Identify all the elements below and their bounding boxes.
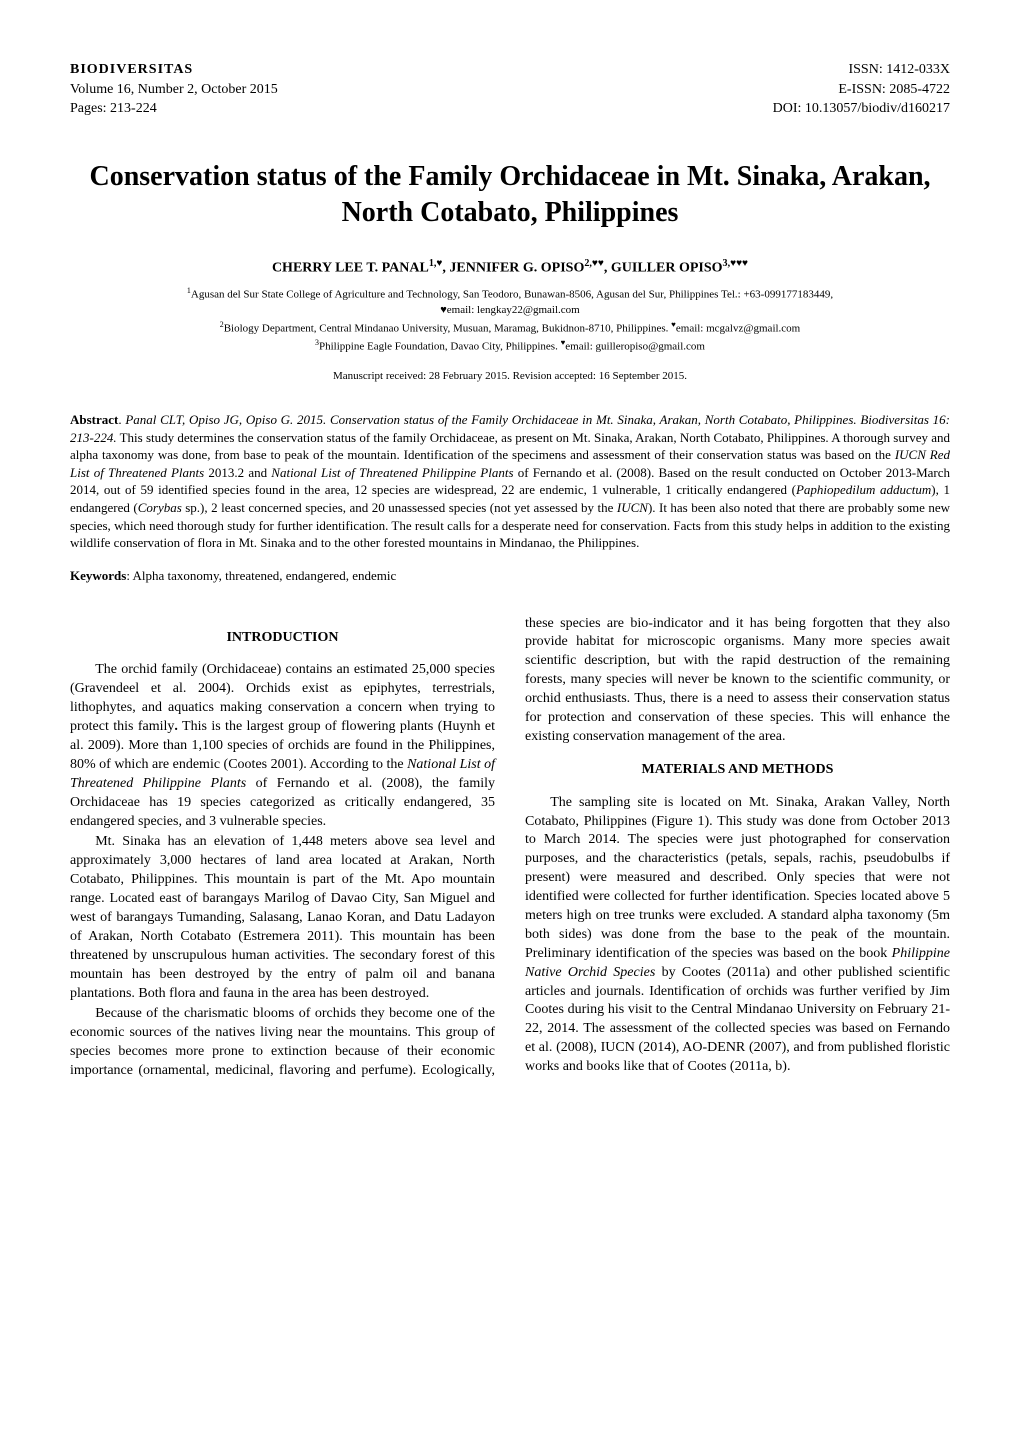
abstract-block: Abstract. Panal CLT, Opiso JG, Opiso G. … xyxy=(70,411,950,551)
affiliations-block: 1Agusan del Sur State College of Agricul… xyxy=(70,285,950,355)
affiliation-2: 2Biology Department, Central Mindanao Un… xyxy=(70,319,950,337)
pages-line: Pages: 213-224 xyxy=(70,99,278,119)
authors-line: CHERRY LEE T. PANAL1,♥, JENNIFER G. OPIS… xyxy=(70,257,950,278)
body-columns: INTRODUCTION The orchid family (Orchidac… xyxy=(70,615,950,1081)
keywords-text: : Alpha taxonomy, threatened, endangered… xyxy=(126,568,396,583)
header-right: ISSN: 1412-033X E-ISSN: 2085-4722 DOI: 1… xyxy=(773,60,950,119)
affiliation-1: 1Agusan del Sur State College of Agricul… xyxy=(70,285,950,303)
paper-title: Conservation status of the Family Orchid… xyxy=(70,159,950,232)
manuscript-info: Manuscript received: 28 February 2015. R… xyxy=(70,369,950,383)
keywords-label: Keywords xyxy=(70,568,126,583)
affiliation-3: 3Philippine Eagle Foundation, Davao City… xyxy=(70,337,950,355)
intro-para-1: The orchid family (Orchidaceae) contains… xyxy=(70,661,495,831)
header-left: BIODIVERSITAS Volume 16, Number 2, Octob… xyxy=(70,60,278,119)
doi-line: DOI: 10.13057/biodiv/d160217 xyxy=(773,99,950,119)
affiliation-1-email: ♥email: lengkay22@gmail.com xyxy=(70,303,950,318)
introduction-heading: INTRODUCTION xyxy=(70,629,495,648)
keywords-block: Keywords: Alpha taxonomy, threatened, en… xyxy=(70,568,950,585)
eissn-line: E-ISSN: 2085-4722 xyxy=(773,80,950,100)
journal-header: BIODIVERSITAS Volume 16, Number 2, Octob… xyxy=(70,60,950,119)
materials-para-1: The sampling site is located on Mt. Sina… xyxy=(525,794,950,1077)
volume-line: Volume 16, Number 2, October 2015 xyxy=(70,80,278,100)
abstract-text: This study determines the conservation s… xyxy=(70,430,950,550)
abstract-label: Abstract xyxy=(70,412,118,427)
intro-para-2: Mt. Sinaka has an elevation of 1,448 met… xyxy=(70,833,495,1003)
journal-name: BIODIVERSITAS xyxy=(70,60,278,80)
issn-line: ISSN: 1412-033X xyxy=(773,60,950,80)
materials-heading: MATERIALS AND METHODS xyxy=(525,761,950,780)
